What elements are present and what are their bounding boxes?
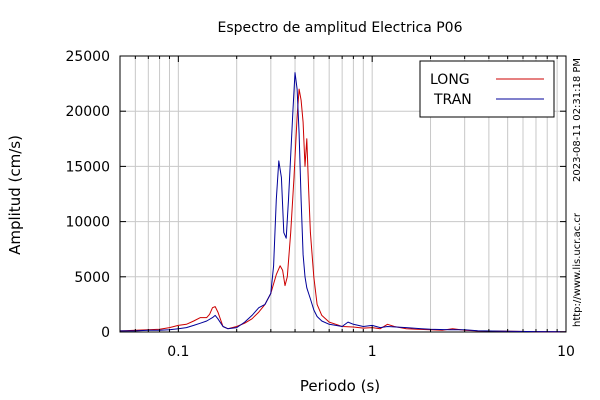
- y-tick-label: 20000: [65, 104, 110, 120]
- legend-label-tran: TRAN: [433, 92, 472, 108]
- x-axis-label: Periodo (s): [300, 377, 380, 395]
- x-tick-label: 1: [368, 344, 377, 360]
- legend: LONG TRAN: [419, 60, 555, 118]
- x-tick-label: 10: [557, 344, 575, 360]
- series-layer: [119, 72, 567, 333]
- plot-frame: [119, 55, 567, 333]
- y-axis-label: Amplitud (cm/s): [6, 135, 24, 255]
- x-tick-label: 0.1: [167, 344, 189, 360]
- y-tick-label: 15000: [65, 159, 110, 175]
- legend-label-long: LONG: [430, 72, 470, 88]
- axis-ticks: 0 5000 10000 15000 20000 25000 0.1 1 10: [65, 49, 574, 360]
- y-tick-label: 5000: [74, 270, 110, 286]
- y-tick-label: 25000: [65, 49, 110, 65]
- series-line-tran: [120, 72, 567, 333]
- url-label: http://www.lis.ucr.ac.cr: [572, 212, 583, 327]
- chart-title: Espectro de amplitud Electrica P06: [218, 20, 463, 36]
- timestamp-label: 2023-08-11 02:31:18 PM: [572, 58, 583, 182]
- legend-box: [419, 60, 555, 118]
- y-tick-label: 10000: [65, 215, 110, 231]
- y-tick-label: 0: [101, 325, 110, 341]
- grid: [119, 56, 567, 332]
